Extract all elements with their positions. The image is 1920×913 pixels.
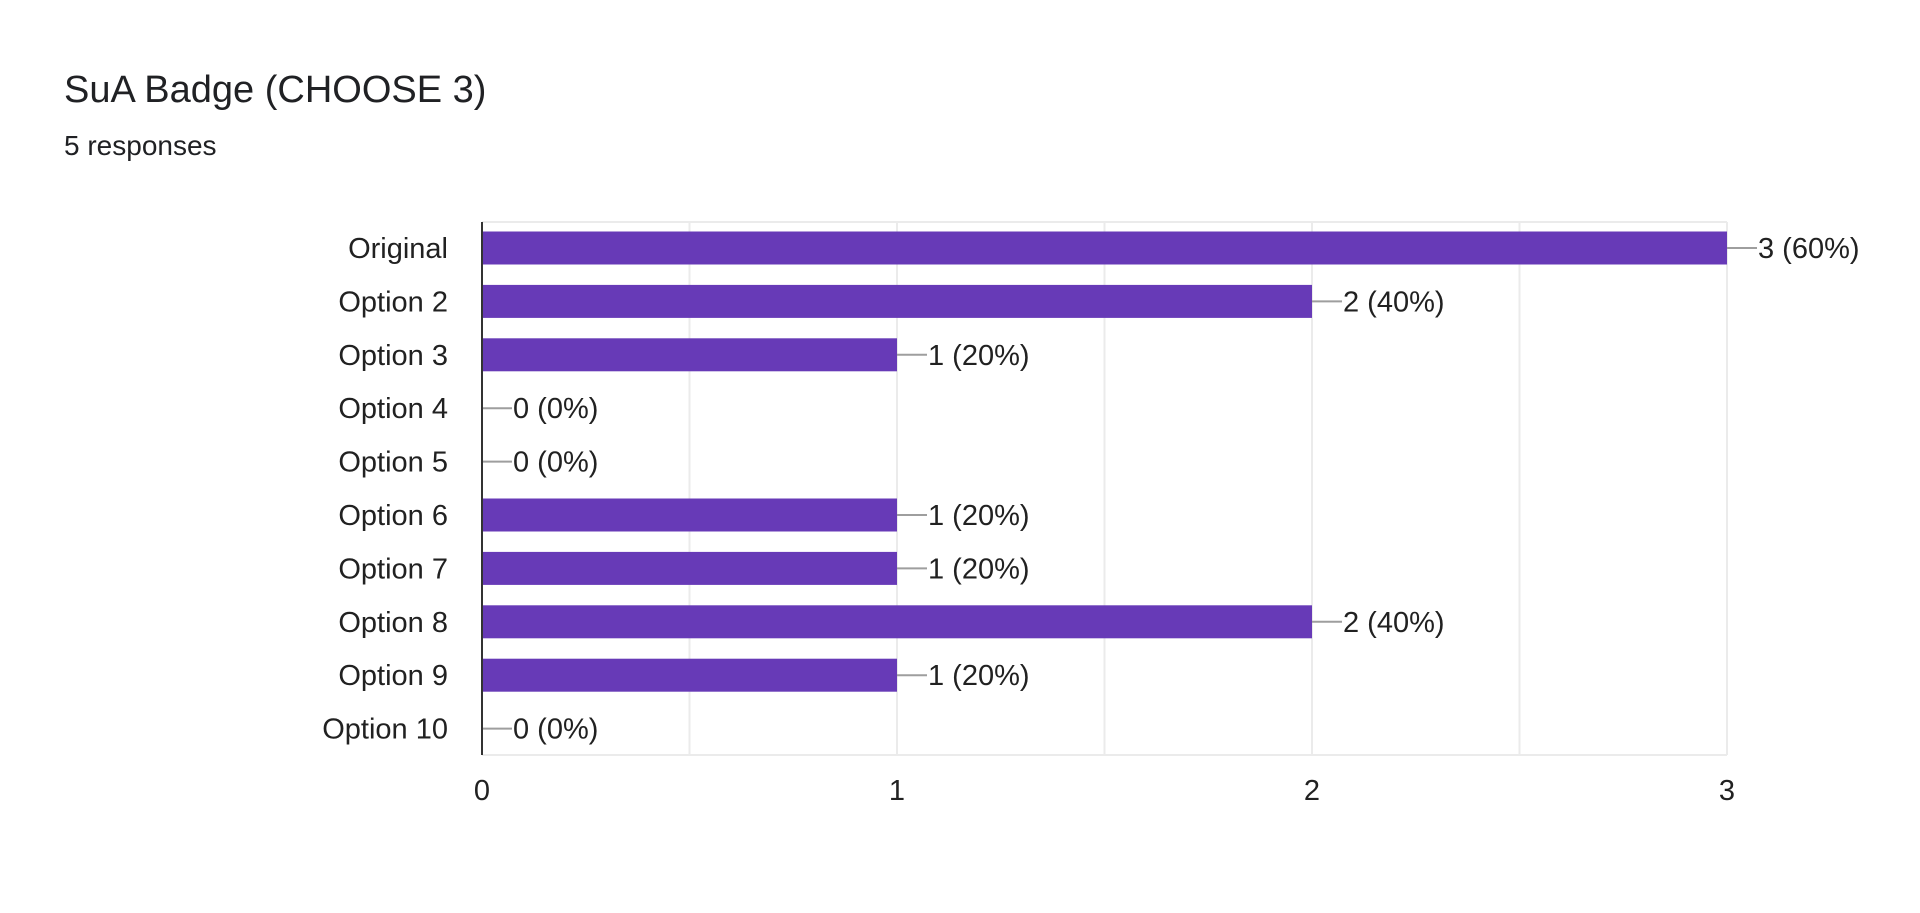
data-label: 2 (40%) (1343, 607, 1445, 639)
data-label: 0 (0%) (513, 447, 598, 479)
x-tick-label: 3 (1719, 775, 1735, 807)
category-label: Option 4 (338, 393, 448, 425)
bar (482, 498, 897, 532)
category-label: Option 5 (338, 447, 448, 479)
x-tick-label: 2 (1304, 775, 1320, 807)
bar (482, 551, 897, 585)
category-label: Option 9 (338, 660, 448, 692)
data-label: 1 (20%) (928, 660, 1030, 692)
x-tick-label: 1 (889, 775, 905, 807)
response-count: 5 responses (64, 130, 217, 161)
category-label: Option 8 (338, 607, 448, 639)
category-label: Original (348, 233, 448, 265)
bar (482, 338, 897, 372)
data-label: 1 (20%) (928, 553, 1030, 585)
data-label: 0 (0%) (513, 714, 598, 746)
data-label: 3 (60%) (1758, 233, 1860, 265)
category-label: Option 2 (338, 286, 448, 318)
category-label: Option 10 (322, 714, 448, 746)
bar (482, 231, 1727, 265)
data-label: 1 (20%) (928, 340, 1030, 372)
x-tick-label: 0 (474, 775, 490, 807)
bar (482, 284, 1312, 318)
category-label: Option 7 (338, 553, 448, 585)
data-label: 1 (20%) (928, 500, 1030, 532)
data-label: 0 (0%) (513, 393, 598, 425)
category-label: Option 6 (338, 500, 448, 532)
category-label: Option 3 (338, 340, 448, 372)
chart-title: SuA Badge (CHOOSE 3) (64, 69, 487, 111)
bar (482, 605, 1312, 639)
data-label: 2 (40%) (1343, 286, 1445, 318)
bar (482, 658, 897, 692)
